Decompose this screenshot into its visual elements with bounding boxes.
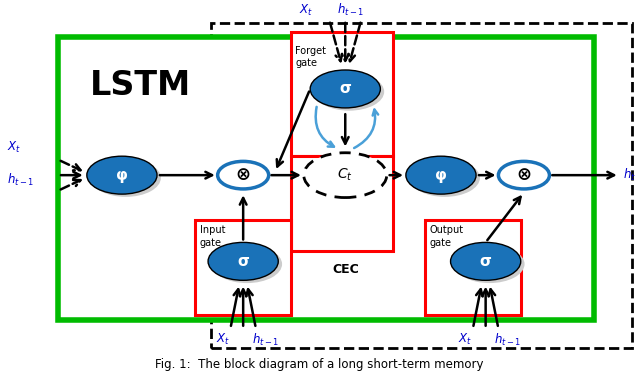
Text: $h_t$: $h_t$ bbox=[623, 167, 636, 183]
Circle shape bbox=[499, 161, 550, 189]
Circle shape bbox=[91, 159, 161, 197]
Bar bbox=[291, 156, 393, 251]
Text: $h_{t-1}$: $h_{t-1}$ bbox=[252, 332, 279, 348]
Circle shape bbox=[87, 156, 157, 194]
Text: Forget
gate: Forget gate bbox=[296, 46, 326, 68]
Circle shape bbox=[218, 161, 269, 189]
Circle shape bbox=[304, 153, 387, 198]
Bar bbox=[58, 37, 594, 320]
Text: ⊗: ⊗ bbox=[516, 166, 531, 184]
Text: φ: φ bbox=[435, 168, 447, 183]
Text: CEC: CEC bbox=[332, 263, 358, 276]
Text: $X_t$: $X_t$ bbox=[216, 332, 230, 347]
Text: $X_t$: $X_t$ bbox=[7, 140, 21, 155]
Bar bbox=[195, 220, 291, 315]
Text: φ: φ bbox=[116, 168, 128, 183]
Circle shape bbox=[451, 242, 521, 280]
Text: Output
gate: Output gate bbox=[429, 225, 463, 247]
Circle shape bbox=[208, 242, 278, 280]
Text: $h_{t-1}$: $h_{t-1}$ bbox=[7, 172, 35, 188]
Circle shape bbox=[310, 70, 380, 108]
Text: Fig. 1:  The block diagram of a long short-term memory: Fig. 1: The block diagram of a long shor… bbox=[156, 358, 484, 371]
Text: σ: σ bbox=[339, 82, 351, 96]
Bar bbox=[291, 32, 393, 156]
Text: σ: σ bbox=[480, 254, 492, 269]
Circle shape bbox=[454, 245, 525, 283]
Circle shape bbox=[314, 73, 384, 111]
Text: $X_t$: $X_t$ bbox=[299, 3, 313, 18]
Bar bbox=[211, 23, 632, 348]
Circle shape bbox=[212, 245, 282, 283]
Text: Input
gate: Input gate bbox=[200, 225, 225, 247]
Text: $h_{t-1}$: $h_{t-1}$ bbox=[494, 332, 522, 348]
Circle shape bbox=[406, 156, 476, 194]
Text: σ: σ bbox=[237, 254, 249, 269]
Text: ⊗: ⊗ bbox=[236, 166, 251, 184]
Bar bbox=[425, 220, 521, 315]
Text: $h_{t-1}$: $h_{t-1}$ bbox=[337, 2, 364, 18]
Text: $X_t$: $X_t$ bbox=[458, 332, 472, 347]
Text: LSTM: LSTM bbox=[90, 69, 191, 102]
Circle shape bbox=[410, 159, 480, 197]
Text: $C_t$: $C_t$ bbox=[337, 167, 353, 183]
